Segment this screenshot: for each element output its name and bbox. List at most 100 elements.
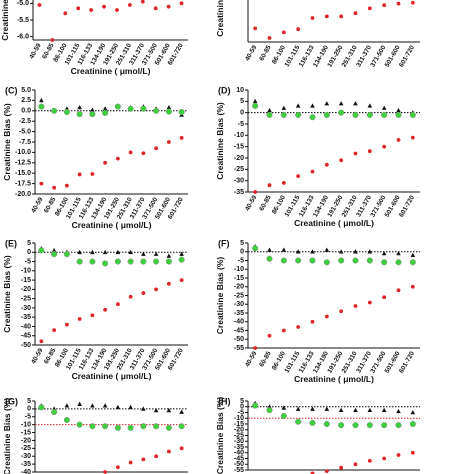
marker	[76, 6, 81, 11]
marker	[114, 424, 121, 431]
marker	[339, 465, 344, 470]
marker	[102, 260, 109, 267]
marker	[89, 8, 94, 12]
marker	[154, 454, 159, 459]
marker	[39, 339, 44, 344]
marker	[38, 103, 45, 110]
marker	[103, 307, 108, 312]
marker	[179, 446, 184, 451]
marker	[178, 423, 185, 430]
x-tick-label: 60-85	[258, 44, 273, 62]
marker	[51, 251, 58, 258]
y-tick-label: -5.0	[19, 128, 31, 135]
panel-label: (G)	[5, 396, 18, 406]
y-tick-label: -35	[21, 461, 31, 468]
marker	[178, 108, 185, 116]
y-tick-label: -10	[234, 415, 244, 422]
y-tick-label: -55	[234, 345, 244, 352]
marker	[50, 38, 55, 42]
marker	[266, 407, 273, 414]
marker	[353, 101, 358, 106]
marker	[366, 257, 373, 264]
y-tick-label: -6.0	[17, 34, 29, 41]
marker	[396, 408, 401, 414]
y-tick-label: -20	[21, 437, 31, 444]
marker	[179, 1, 184, 6]
marker	[253, 26, 258, 31]
y-tick-label: -20.0	[15, 191, 31, 198]
marker	[324, 101, 330, 106]
marker	[179, 409, 184, 414]
marker	[128, 150, 133, 155]
marker	[89, 423, 96, 430]
marker	[127, 105, 134, 112]
y-tick-label: 5	[27, 240, 31, 247]
marker	[77, 172, 82, 177]
marker	[252, 98, 258, 104]
marker	[38, 247, 45, 254]
marker	[153, 258, 160, 265]
marker	[165, 258, 172, 265]
marker	[295, 257, 302, 264]
y-axis-label: Creatinine Bias (%)	[2, 103, 12, 181]
marker	[103, 470, 108, 474]
marker	[90, 172, 95, 176]
marker	[382, 144, 387, 149]
marker	[353, 249, 358, 254]
marker	[128, 294, 133, 299]
y-tick-label: -15	[21, 429, 31, 436]
marker	[410, 450, 415, 455]
marker	[39, 181, 44, 186]
marker	[353, 407, 358, 412]
y-tick-label: 0	[240, 249, 244, 256]
marker	[115, 249, 121, 255]
marker	[37, 3, 42, 7]
marker	[396, 453, 401, 457]
y-axis-label: Creatinine Bias (%)	[2, 398, 12, 474]
marker	[115, 404, 121, 410]
marker	[324, 314, 329, 319]
marker	[353, 151, 358, 156]
marker	[352, 111, 359, 118]
marker	[63, 108, 70, 116]
marker	[409, 420, 416, 428]
marker	[381, 105, 387, 110]
x-tick-label: 40-59	[244, 194, 259, 212]
y-tick-label: -35	[234, 444, 244, 451]
y-tick-label: 5	[27, 398, 31, 405]
y-tick-label: -25	[234, 432, 244, 439]
marker	[63, 11, 68, 16]
marker	[396, 251, 401, 256]
marker	[367, 103, 373, 108]
marker	[77, 401, 82, 406]
marker	[396, 288, 401, 293]
marker	[367, 149, 372, 154]
marker	[178, 256, 185, 263]
y-tick-label: -20	[234, 155, 244, 162]
y-axis-label: Creatinine	[0, 0, 10, 41]
y-tick-label: -5.0	[17, 0, 29, 7]
marker	[281, 105, 287, 110]
marker	[64, 403, 70, 408]
marker	[266, 255, 273, 262]
marker	[154, 146, 159, 151]
marker	[310, 319, 315, 324]
y-tick-label: -7.5	[19, 139, 31, 146]
marker	[103, 160, 108, 165]
y-tick-label: -40	[234, 319, 244, 326]
marker	[153, 407, 159, 413]
marker	[381, 422, 388, 429]
marker	[353, 304, 358, 308]
panel-label: (H)	[218, 396, 231, 406]
marker	[114, 258, 121, 265]
y-tick-label: 2.5	[21, 97, 31, 104]
marker	[352, 257, 359, 264]
marker	[267, 183, 272, 188]
marker	[310, 406, 315, 411]
y-tick-label: 0	[240, 110, 244, 117]
marker	[267, 36, 272, 40]
marker	[115, 8, 119, 12]
marker	[115, 302, 120, 307]
marker	[367, 300, 372, 305]
y-tick-label: -45	[21, 333, 31, 340]
